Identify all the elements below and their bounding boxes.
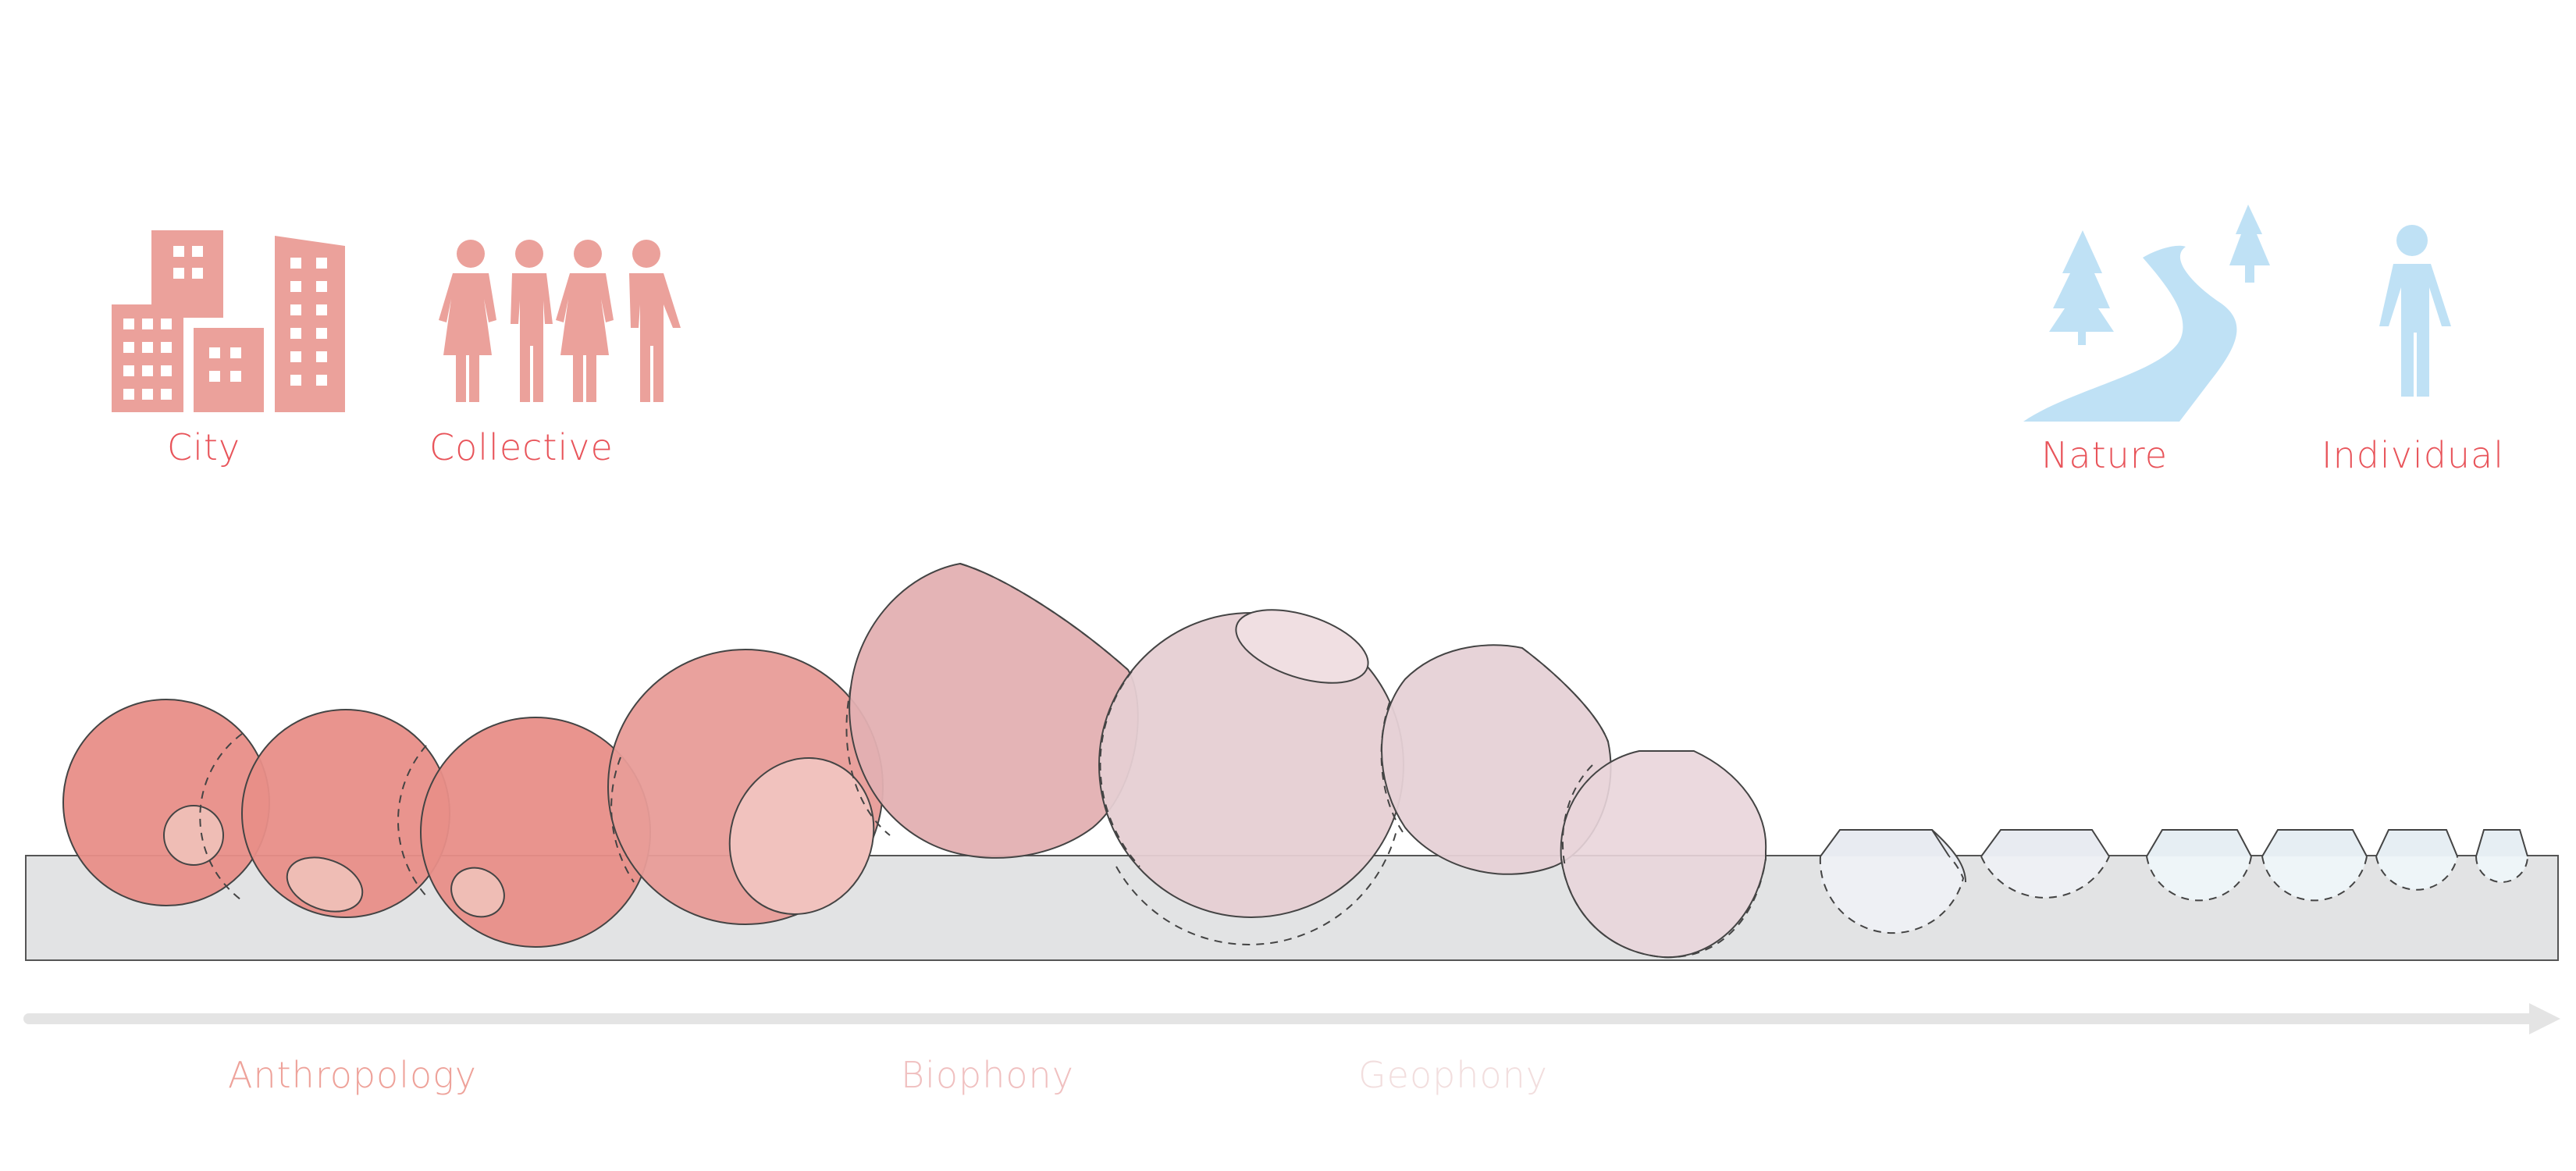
anthropology-label: Anthropology — [228, 1054, 477, 1096]
individual-label: Individual — [2322, 434, 2505, 476]
person-icon — [2379, 225, 2451, 397]
geophony-bubbles — [1380, 644, 1767, 959]
nature-bubble — [2375, 829, 2458, 891]
biophony-label: Biophony — [901, 1054, 1074, 1096]
nature-bubble — [2146, 829, 2252, 902]
nature-bubble — [2475, 829, 2528, 883]
anthropology-bubbles — [62, 649, 884, 948]
nature-bubble — [1819, 829, 1966, 934]
nature-bubble — [1980, 829, 2110, 899]
people-group-icon — [439, 240, 681, 402]
biophony-bubbles — [845, 562, 1404, 945]
nature-bubbles — [1819, 829, 2528, 934]
geophony-label: Geophony — [1358, 1054, 1548, 1096]
buildings-icon — [112, 230, 345, 412]
axis-arrow — [23, 1003, 2560, 1034]
nature-label: Nature — [2041, 434, 2168, 476]
collective-label: Collective — [429, 426, 614, 468]
nature-bubble — [2261, 829, 2368, 902]
trees-river-icon — [2023, 205, 2270, 422]
city-label: City — [167, 426, 241, 468]
